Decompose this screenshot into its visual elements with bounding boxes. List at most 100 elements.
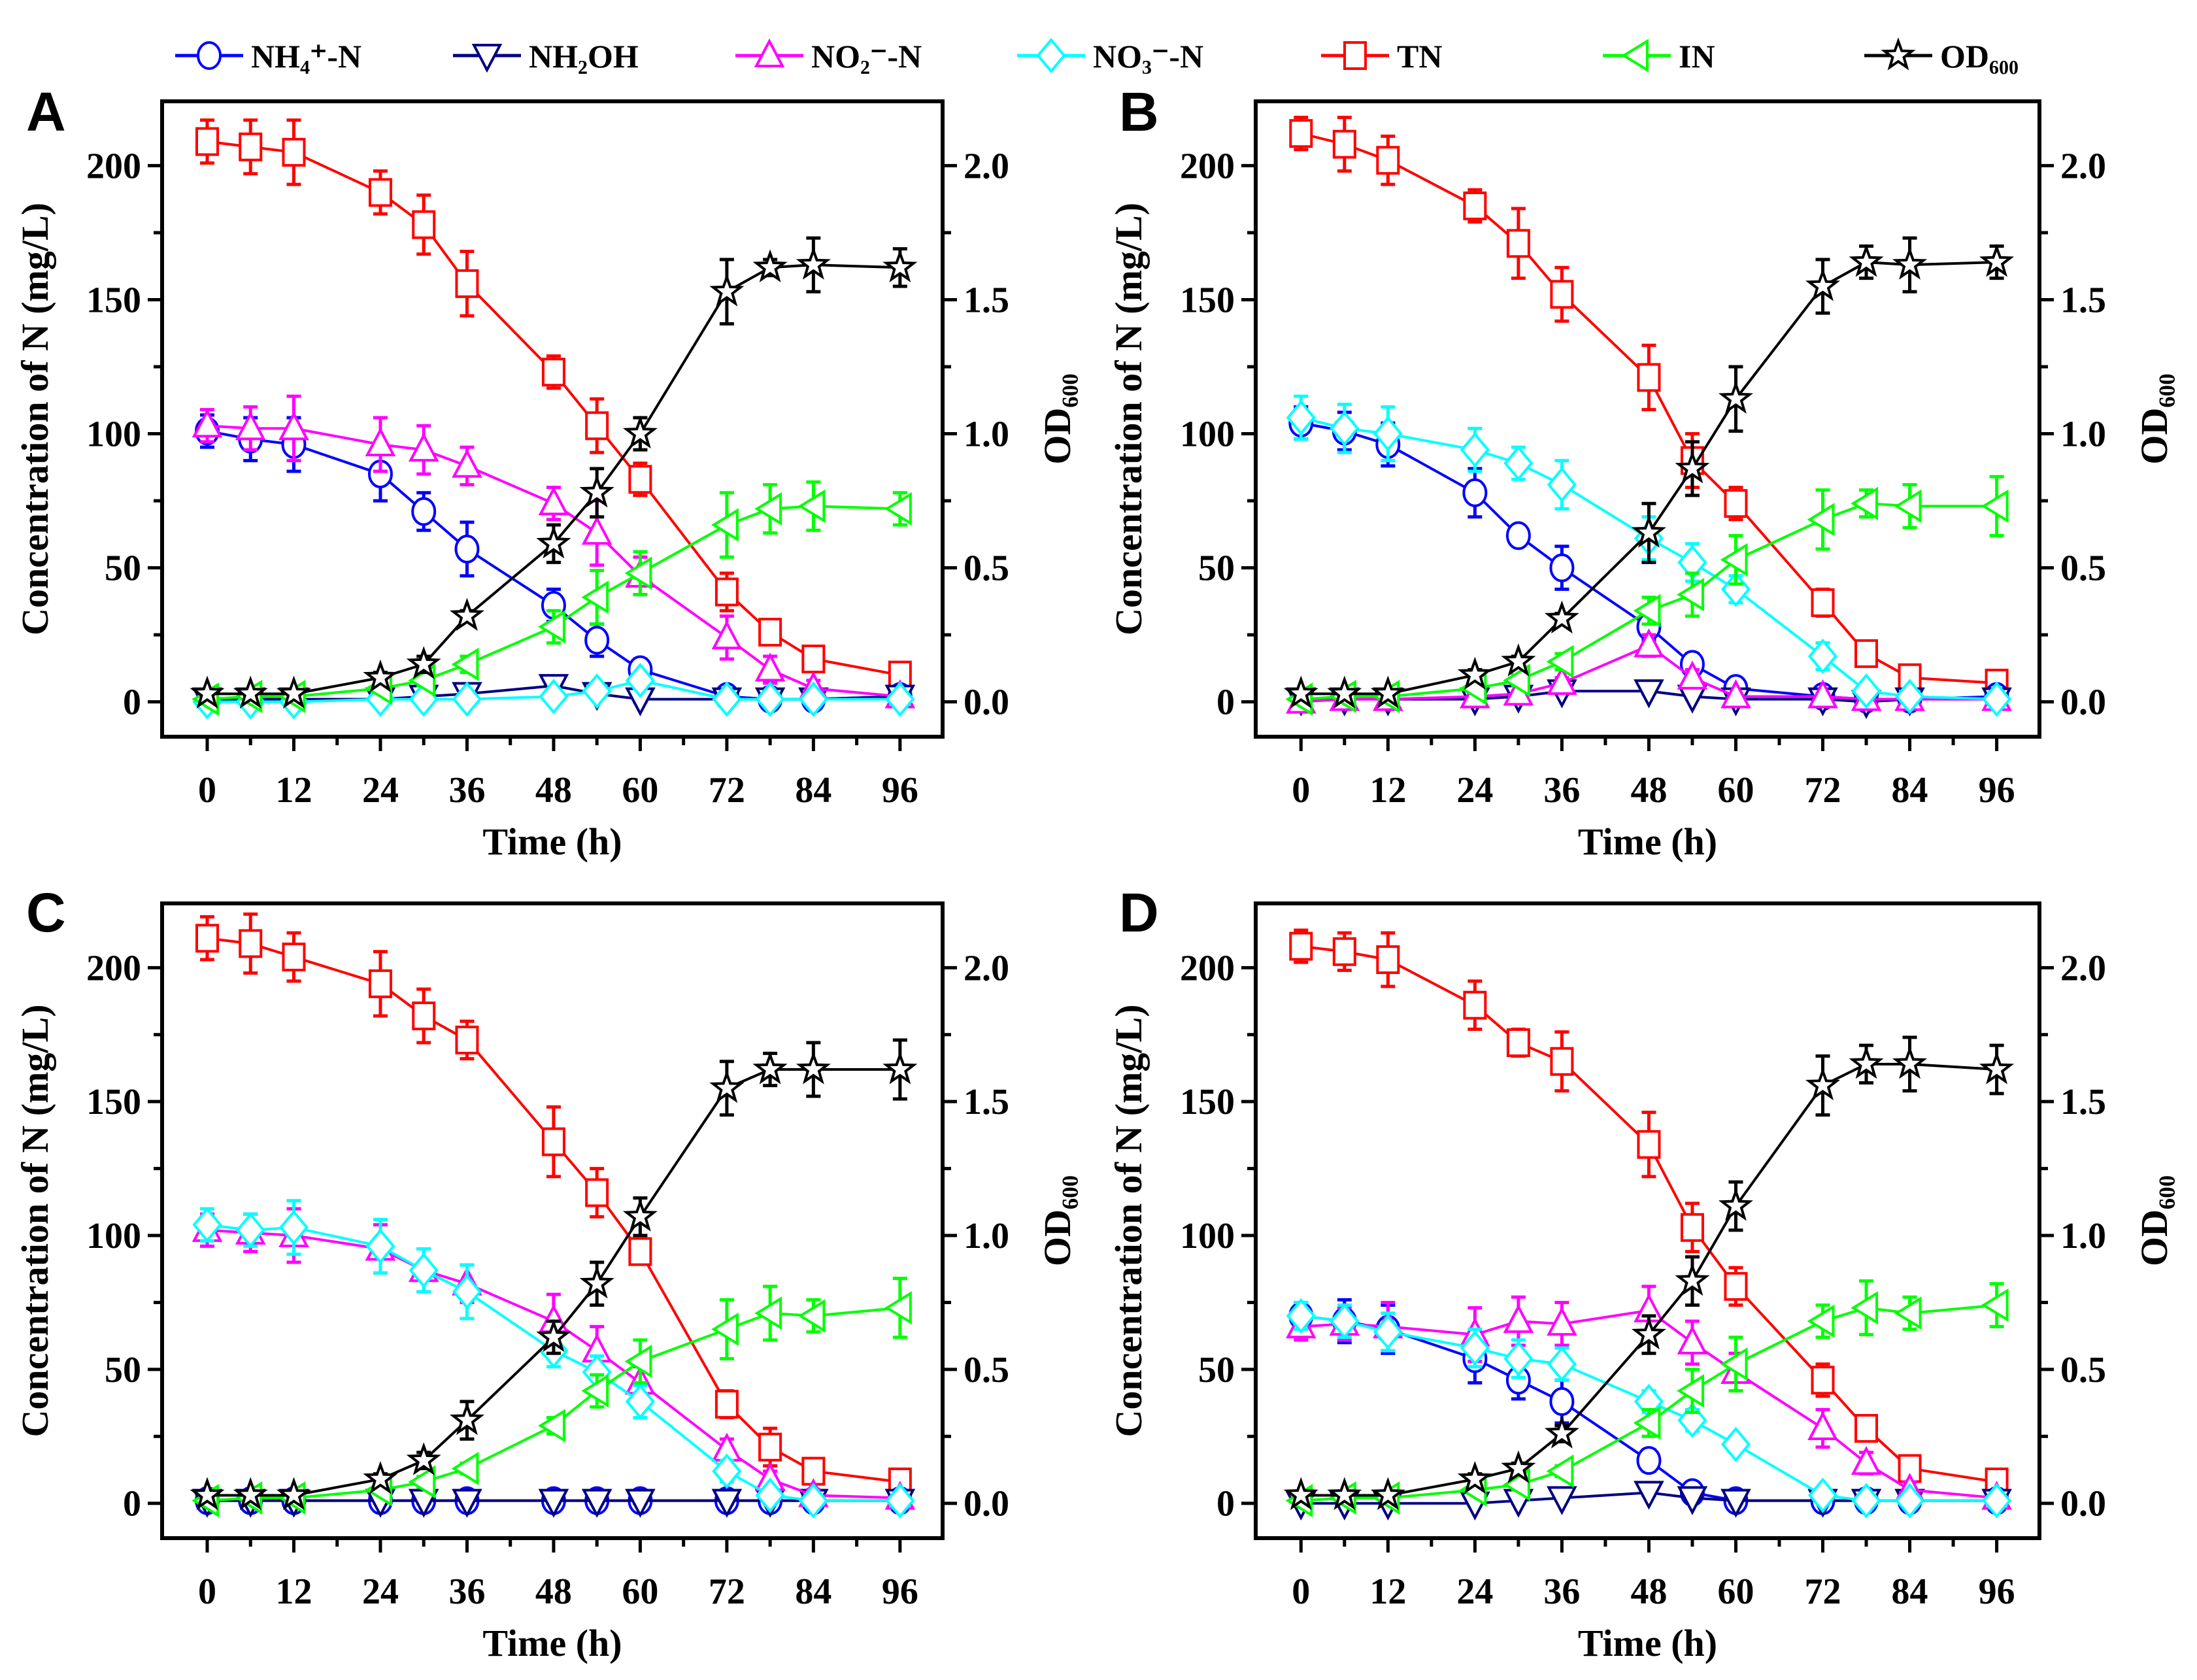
y2-tick-label: 1.5 (2060, 280, 2106, 320)
data-point (1894, 489, 1922, 523)
series-od (1283, 1035, 2015, 1511)
data-point (622, 1198, 658, 1232)
data-point (1637, 363, 1661, 392)
data-point (452, 1273, 482, 1310)
legend-label: NH₂OH (529, 38, 639, 75)
x-tick-label: 96 (882, 1571, 918, 1612)
data-point (1724, 1271, 1748, 1301)
panel-B: B 0 12 24 36 48 60 72 84 96 0 50 100 150 200 0.0 0.5 1.0 1… (1107, 81, 2175, 863)
panel-label: D (1119, 882, 1159, 943)
y2-tick-label: 2.0 (964, 948, 1009, 988)
data-point (1546, 645, 1574, 679)
data-point (452, 681, 482, 717)
data-point (235, 411, 266, 441)
y-tick-label: 50 (1198, 548, 1235, 589)
data-point (1979, 244, 2015, 277)
data-point (1283, 675, 1318, 709)
data-point (1892, 246, 1928, 280)
y2-tick-label: 1.0 (2060, 414, 2106, 455)
x-tick-label: 36 (448, 770, 485, 811)
data-point (368, 178, 392, 207)
y-axis-title: Concentration of N (mg/L) (1107, 203, 1150, 635)
series-od (190, 1038, 918, 1511)
data-point (1811, 588, 1835, 617)
x-tick-label: 72 (709, 770, 745, 811)
y2-tick-label: 0.0 (2060, 682, 2106, 723)
data-point (1634, 628, 1664, 658)
panel-A: A 0 12 24 36 48 60 72 84 96 0 50 100 150 200 0.0 0.5 1.0 1… (14, 81, 1079, 863)
x-tick-label: 24 (362, 770, 399, 811)
data-point (1634, 1481, 1664, 1510)
data-point (755, 681, 785, 717)
legend-label: TN (1397, 38, 1442, 75)
panel-C: C 0 12 24 36 48 60 72 84 96 0 50 100 150 200 0.0 0.5 1.0 1… (14, 882, 1079, 1664)
data-point (1805, 268, 1841, 301)
legend-item-tn: TN (1321, 38, 1442, 75)
data-point (1807, 503, 1835, 537)
x-tick-label: 96 (882, 770, 918, 811)
data-point (1457, 656, 1492, 690)
data-point (1675, 450, 1710, 484)
data-point (538, 486, 569, 516)
data-point (622, 415, 658, 449)
data-point (1289, 932, 1313, 961)
y-axis-title: Concentration of N (mg/L) (14, 1004, 56, 1437)
x-tick-label: 12 (1369, 770, 1406, 811)
data-point (363, 1460, 398, 1494)
legend-marker-triangle-up-icon (754, 38, 785, 67)
data-point (190, 1477, 225, 1511)
data-point (1894, 1483, 1925, 1519)
x-tick-label: 60 (1717, 770, 1754, 811)
data-point (581, 1374, 609, 1408)
data-point (714, 577, 739, 607)
data-point (406, 1442, 441, 1475)
data-point (1463, 990, 1487, 1020)
data-point (409, 1252, 439, 1288)
data-point (1633, 1406, 1661, 1440)
y-tick-label: 100 (86, 414, 141, 455)
data-point (454, 534, 480, 563)
y-axis-title: Concentration of N (mg/L) (1107, 1004, 1150, 1437)
data-point (1547, 1486, 1577, 1515)
x-tick-label: 48 (1630, 770, 1667, 811)
data-point (754, 1296, 782, 1330)
data-point (1283, 1477, 1318, 1511)
y-tick-label: 0 (1216, 1484, 1235, 1524)
data-point (1373, 416, 1403, 452)
data-point (455, 1025, 479, 1054)
x-tick-label: 24 (1456, 1571, 1493, 1612)
x-tick-label: 36 (1543, 770, 1580, 811)
plot-frame (160, 901, 945, 1540)
data-point (1849, 244, 1884, 277)
data-point (1633, 594, 1661, 628)
data-point (884, 492, 912, 526)
series-tn (1289, 928, 2009, 1496)
data-point (1547, 1306, 1577, 1336)
y-tick-label: 100 (86, 1216, 141, 1256)
data-point (1370, 675, 1405, 709)
panel-label: A (26, 81, 66, 143)
legend-label: NH₄⁺-N (251, 38, 361, 75)
data-point (1677, 578, 1704, 612)
data-point (235, 1212, 265, 1248)
data-point (1327, 675, 1362, 709)
x-tick-label: 48 (535, 770, 572, 811)
data-point (625, 1488, 656, 1518)
data-point (1805, 1067, 1841, 1101)
data-point (584, 626, 610, 655)
x-tick-label: 96 (1979, 770, 2015, 811)
data-point (709, 1069, 745, 1103)
data-point (1286, 1298, 1316, 1334)
data-point (1631, 514, 1666, 548)
data-point (233, 675, 268, 709)
data-point (1894, 1296, 1922, 1330)
data-point (282, 942, 306, 971)
data-point (233, 1477, 268, 1511)
data-point (882, 249, 918, 282)
data-point (1547, 467, 1577, 503)
data-point (1720, 679, 1751, 709)
data-point (536, 525, 571, 559)
y2-tick-label: 1.0 (964, 1216, 1009, 1256)
x-tick-label: 0 (198, 770, 216, 811)
y2-tick-label: 2.0 (964, 146, 1009, 186)
